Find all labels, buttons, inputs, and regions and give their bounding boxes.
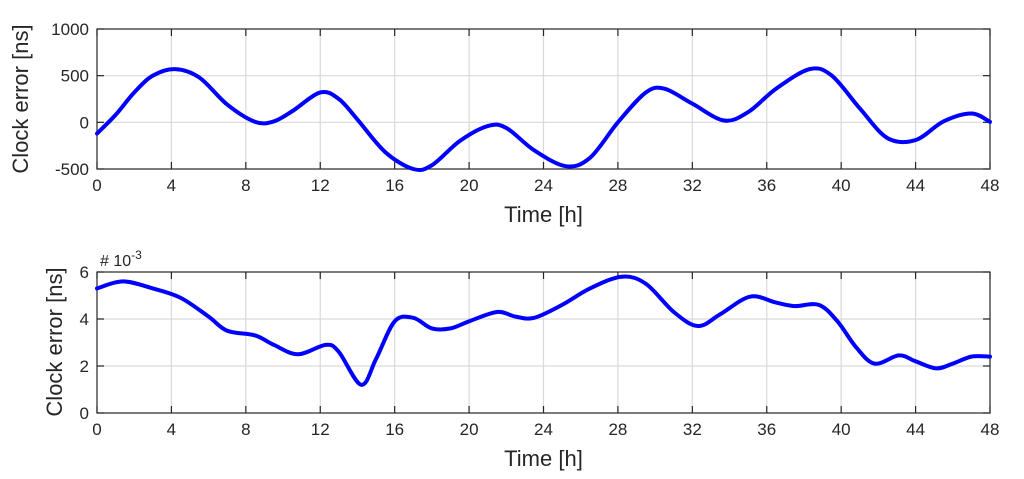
y-tick-label: -500 <box>55 160 89 179</box>
y-tick-label: 1000 <box>51 20 89 39</box>
y-exponent-label: # 10-3 <box>100 248 142 270</box>
x-tick-label: 16 <box>385 176 404 195</box>
series-line <box>95 66 992 173</box>
x-tick-label: 44 <box>906 420 925 439</box>
x-tick-label: 4 <box>167 420 176 439</box>
x-tick-label: 24 <box>534 176 553 195</box>
y-axis-label: Clock error [ns] <box>42 267 67 416</box>
x-tick-label: 44 <box>906 176 925 195</box>
x-tick-label: 40 <box>832 176 851 195</box>
y-tick-label: 0 <box>80 404 89 423</box>
x-axis-label: Time [h] <box>504 446 583 471</box>
y-exponent-power: -3 <box>131 248 142 262</box>
x-tick-label: 0 <box>92 420 101 439</box>
x-tick-label: 16 <box>385 420 404 439</box>
x-tick-label: 0 <box>92 176 101 195</box>
x-tick-label: 8 <box>241 176 250 195</box>
x-tick-label: 28 <box>608 420 627 439</box>
x-tick-label: 20 <box>460 176 479 195</box>
top-chart: 0 4 8 12 16 20 24 28 32 36 40 44 48-50005001000Time … <box>8 20 999 227</box>
x-axis-label: Time [h] <box>504 202 583 227</box>
y-axis-label: Clock error [ns] <box>8 24 33 173</box>
x-tick-label: 4 <box>167 176 176 195</box>
y-tick-label: 4 <box>80 310 89 329</box>
series-line <box>95 274 992 387</box>
x-tick-label: 24 <box>534 420 553 439</box>
y-tick-label: 500 <box>61 67 89 86</box>
y-tick-label: 2 <box>80 357 89 376</box>
x-tick-label: 28 <box>608 176 627 195</box>
x-tick-label: 48 <box>981 176 1000 195</box>
x-tick-label: 36 <box>757 176 776 195</box>
y-tick-label: 6 <box>80 263 89 282</box>
x-tick-label: 40 <box>832 420 851 439</box>
x-tick-label: 8 <box>241 420 250 439</box>
x-tick-label: 48 <box>981 420 1000 439</box>
x-tick-label: 12 <box>311 176 330 195</box>
x-tick-label: 32 <box>683 420 702 439</box>
x-tick-label: 36 <box>757 420 776 439</box>
x-tick-label: 20 <box>460 420 479 439</box>
y-tick-label: 0 <box>80 113 89 132</box>
x-tick-label: 32 <box>683 176 702 195</box>
x-tick-label: 12 <box>311 420 330 439</box>
